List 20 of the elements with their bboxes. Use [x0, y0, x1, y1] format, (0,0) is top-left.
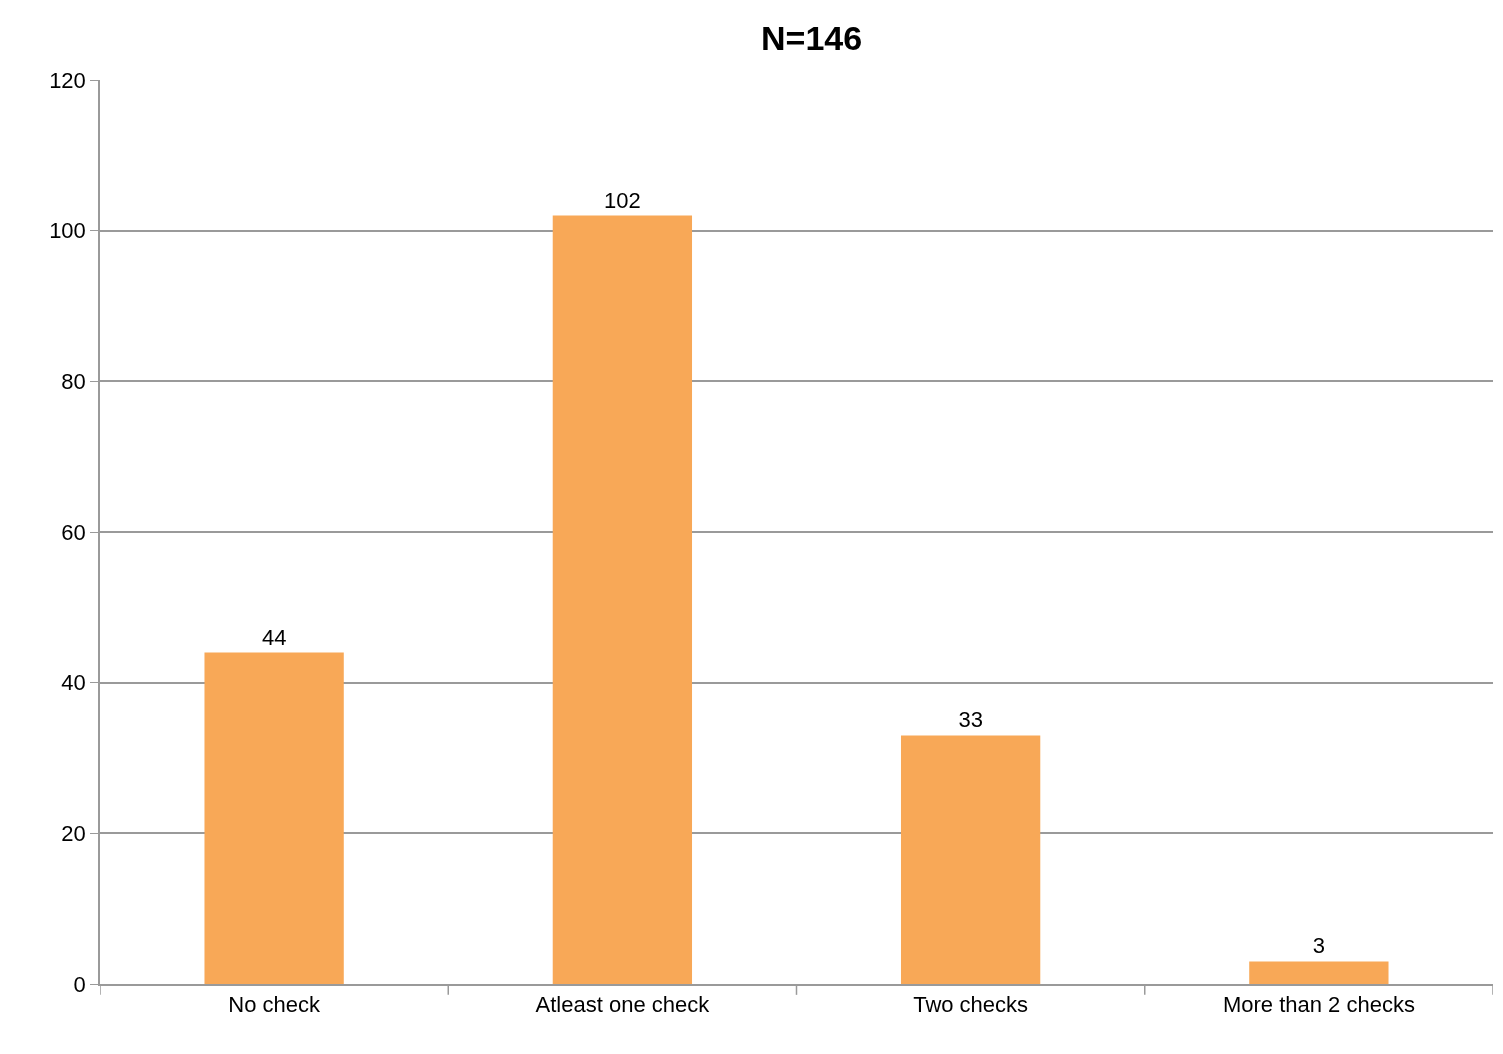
y-tick-label: 80 — [61, 369, 86, 395]
bar — [552, 215, 693, 984]
chart-title: N=146 — [761, 19, 863, 58]
data-label: 33 — [958, 707, 983, 733]
data-label: 44 — [261, 624, 287, 650]
y-tick-label: 40 — [61, 670, 86, 696]
x-tick-label: Two checks — [913, 992, 1029, 1018]
y-tick-label: 100 — [49, 218, 86, 244]
x-tick-label: Atleast one check — [535, 992, 711, 1018]
bar — [1249, 961, 1389, 984]
x-tick-label: More than 2 checks — [1222, 992, 1415, 1018]
bar — [900, 735, 1041, 984]
y-tick-label: 20 — [61, 821, 86, 847]
bar — [204, 652, 344, 984]
data-label: 3 — [1312, 933, 1325, 959]
x-tick-label: No check — [228, 992, 321, 1018]
data-label: 102 — [604, 187, 641, 213]
y-tick-label: 60 — [61, 519, 86, 545]
y-tick-label: 120 — [49, 67, 86, 93]
y-tick-label: 0 — [73, 971, 86, 997]
